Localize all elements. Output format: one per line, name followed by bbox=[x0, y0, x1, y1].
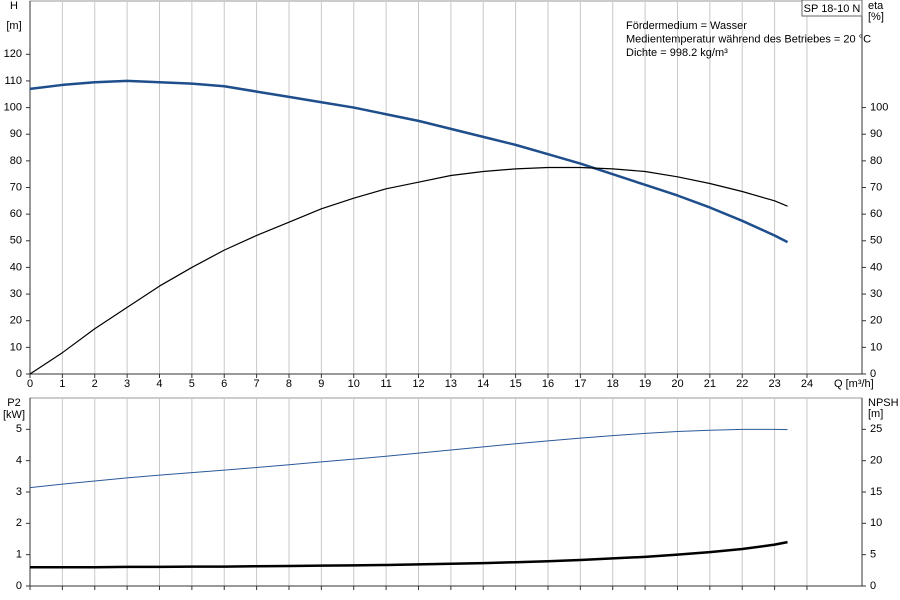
x-tick-label: 8 bbox=[286, 378, 292, 390]
y-tick-label: 110 bbox=[4, 75, 22, 87]
y2-tick-label: 0 bbox=[870, 368, 876, 380]
y-axis-unit: [kW] bbox=[3, 409, 25, 421]
x-tick-label: 18 bbox=[607, 378, 619, 390]
y2-tick-label: 0 bbox=[870, 580, 876, 592]
y-tick-label: 60 bbox=[10, 208, 22, 220]
x-axis-label: Q [m³/h] bbox=[834, 378, 874, 390]
x-tick-label: 0 bbox=[27, 378, 33, 390]
plot-frame bbox=[29, 397, 863, 587]
y-axis-label: P2 bbox=[7, 397, 20, 409]
annotation: Medientemperatur während des Betriebes =… bbox=[626, 33, 871, 45]
x-tick-label: 17 bbox=[574, 378, 586, 390]
x-tick-label: 11 bbox=[380, 378, 391, 390]
x-tick-label: 2 bbox=[92, 378, 98, 390]
x-tick-label: 7 bbox=[254, 378, 260, 390]
y2-tick-label: 15 bbox=[870, 486, 882, 498]
x-tick-label: 4 bbox=[156, 378, 162, 390]
y-tick-label: 70 bbox=[10, 181, 22, 193]
x-tick-label: 6 bbox=[221, 378, 227, 390]
y-tick-label: 3 bbox=[16, 486, 22, 498]
y2-axis-unit: [%] bbox=[868, 11, 884, 23]
y2-tick-label: 30 bbox=[870, 288, 882, 300]
y2-tick-label: 10 bbox=[870, 341, 882, 353]
x-tick-label: 14 bbox=[477, 378, 489, 390]
y2-tick-label: 5 bbox=[870, 549, 876, 561]
y-tick-label: 40 bbox=[10, 261, 22, 273]
y-tick-label: 0 bbox=[16, 368, 22, 380]
y-axis-unit: [m] bbox=[6, 20, 21, 32]
y-tick-label: 20 bbox=[10, 315, 22, 327]
y-tick-label: 30 bbox=[10, 288, 22, 300]
y2-tick-label: 25 bbox=[870, 423, 882, 435]
y2-axis-label: NPSH bbox=[868, 397, 899, 409]
y-tick-label: 90 bbox=[10, 128, 22, 140]
y-tick-label: 0 bbox=[16, 580, 22, 592]
y-tick-label: 4 bbox=[16, 455, 22, 467]
series-line bbox=[29, 428, 788, 489]
y2-axis-unit: [m] bbox=[868, 408, 883, 420]
x-tick-label: 12 bbox=[412, 378, 424, 390]
y2-axis-label: eta bbox=[868, 0, 884, 12]
annotation: Fördermedium = Wasser bbox=[626, 20, 747, 32]
chart-title: SP 18-10 N bbox=[804, 3, 861, 15]
x-tick-label: 1 bbox=[59, 378, 65, 390]
x-tick-label: 19 bbox=[639, 378, 651, 390]
plot-frame bbox=[29, 0, 863, 375]
y2-tick-label: 100 bbox=[870, 101, 888, 113]
y2-tick-label: 20 bbox=[870, 455, 882, 467]
x-tick-label: 13 bbox=[445, 378, 457, 390]
x-tick-label: 20 bbox=[671, 378, 683, 390]
y2-tick-label: 90 bbox=[870, 128, 882, 140]
x-tick-label: 21 bbox=[704, 378, 716, 390]
y2-tick-label: 60 bbox=[870, 208, 882, 220]
x-tick-label: 10 bbox=[348, 378, 360, 390]
y-axis-label: H bbox=[10, 0, 18, 12]
y-tick-label: 2 bbox=[16, 517, 22, 529]
x-tick-label: 23 bbox=[768, 378, 780, 390]
y2-tick-label: 40 bbox=[870, 261, 882, 273]
y2-tick-label: 80 bbox=[870, 155, 882, 167]
title-box bbox=[801, 0, 863, 17]
x-tick-label: 5 bbox=[189, 378, 195, 390]
x-tick-label: 9 bbox=[318, 378, 324, 390]
x-tick-label: 22 bbox=[736, 378, 748, 390]
annotation: Dichte = 998.2 kg/m³ bbox=[626, 47, 728, 59]
y-tick-label: 1 bbox=[16, 549, 22, 561]
x-tick-label: 16 bbox=[542, 378, 554, 390]
y-tick-label: 120 bbox=[4, 48, 22, 60]
y-tick-label: 50 bbox=[10, 235, 22, 247]
series-line bbox=[29, 79, 789, 244]
x-tick-label: 24 bbox=[801, 378, 813, 390]
y-tick-label: 10 bbox=[10, 341, 22, 353]
y-tick-label: 100 bbox=[4, 101, 22, 113]
y2-tick-label: 70 bbox=[870, 181, 882, 193]
y-tick-label: 80 bbox=[10, 155, 22, 167]
series-line bbox=[30, 540, 788, 569]
series-line bbox=[29, 166, 788, 375]
y2-tick-label: 50 bbox=[870, 235, 882, 247]
y-tick-label: 5 bbox=[16, 423, 22, 435]
y2-tick-label: 20 bbox=[870, 315, 882, 327]
y2-tick-label: 10 bbox=[870, 517, 882, 529]
x-tick-label: 15 bbox=[509, 378, 521, 390]
x-tick-label: 3 bbox=[124, 378, 130, 390]
